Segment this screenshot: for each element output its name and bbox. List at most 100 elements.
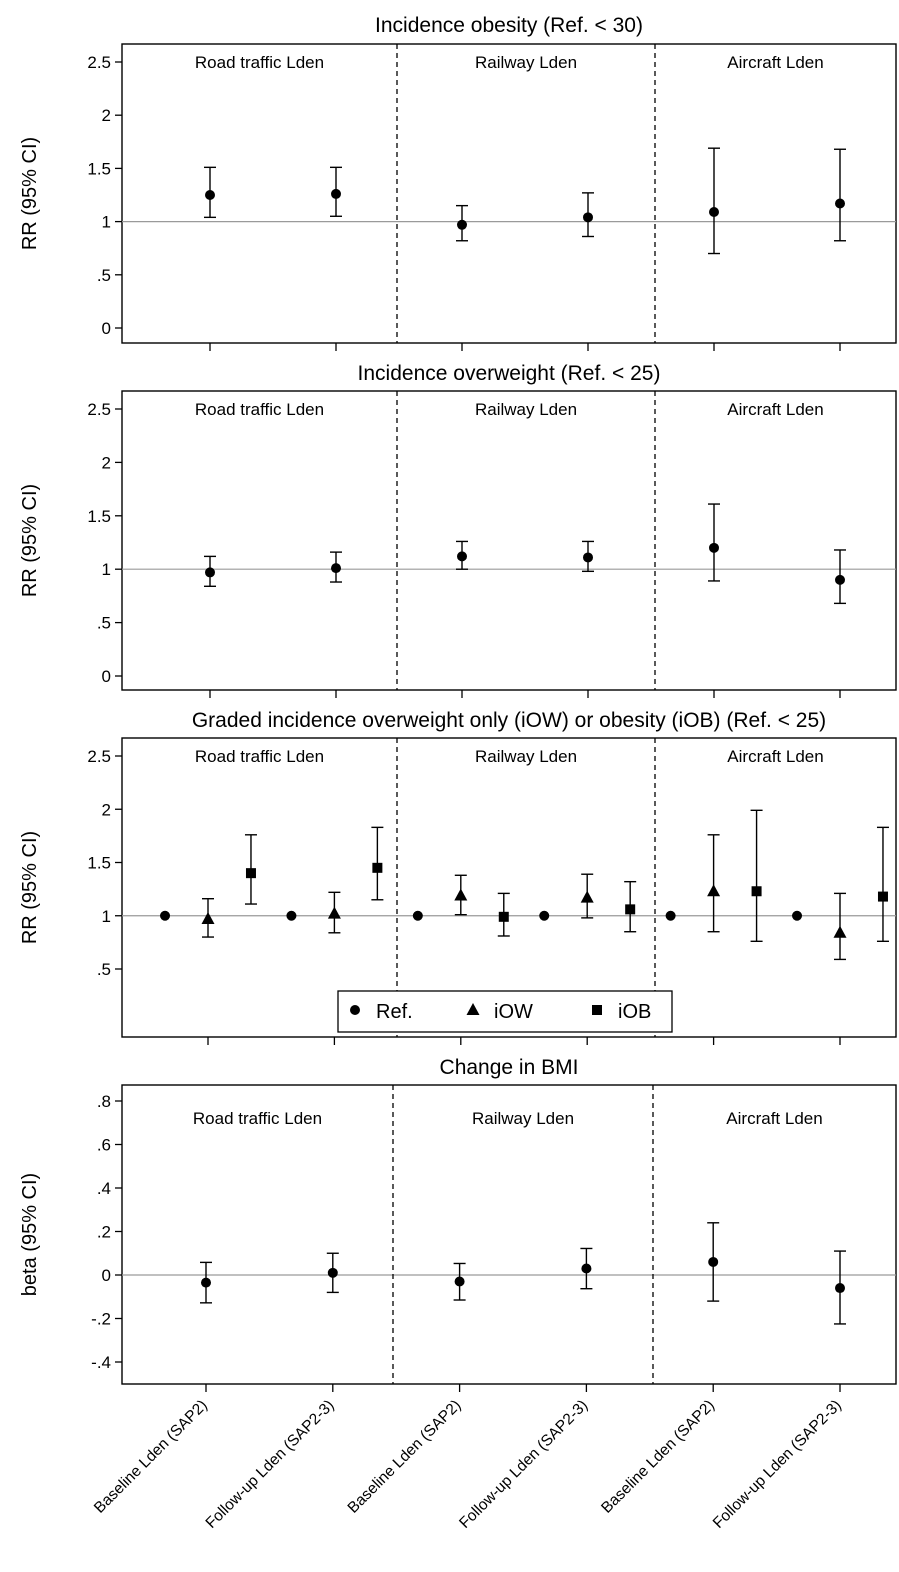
legend-label: iOB bbox=[618, 1001, 651, 1023]
data-point bbox=[412, 910, 423, 921]
data-point bbox=[581, 1263, 592, 1274]
y-tick-label: 1 bbox=[102, 213, 111, 232]
plot-frame bbox=[121, 1084, 897, 1385]
data-point bbox=[709, 207, 719, 218]
y-tick-label: 1.5 bbox=[87, 507, 111, 526]
data-point bbox=[205, 190, 215, 200]
legend-label: Ref. bbox=[376, 1001, 413, 1023]
panel-title: Change in BMI bbox=[440, 1056, 579, 1079]
y-tick-label: 2 bbox=[102, 453, 111, 472]
data-point bbox=[625, 904, 636, 915]
plot-frame bbox=[121, 390, 897, 691]
y-tick-label: 1 bbox=[102, 560, 111, 579]
group-label: Road traffic Lden bbox=[195, 53, 324, 72]
group-label: Railway Lden bbox=[472, 1109, 574, 1128]
y-tick-label: .5 bbox=[97, 266, 111, 285]
y-tick-label: 1 bbox=[102, 907, 111, 926]
legend-label: iOW bbox=[494, 1001, 533, 1023]
group-label: Aircraft Lden bbox=[726, 1109, 822, 1128]
y-tick-label: .5 bbox=[97, 960, 111, 979]
legend-marker bbox=[466, 1003, 480, 1015]
y-tick-label: 2.5 bbox=[87, 400, 111, 419]
y-tick-label: 0 bbox=[102, 1266, 111, 1285]
y-tick-label: .2 bbox=[97, 1223, 111, 1242]
panel-title: Incidence obesity (Ref. < 30) bbox=[375, 14, 643, 37]
legend-box bbox=[337, 990, 673, 1033]
group-label: Railway Lden bbox=[475, 400, 577, 419]
y-tick-label: 2 bbox=[102, 106, 111, 125]
plot-frame bbox=[121, 737, 897, 1038]
y-axis-label: RR (95% CI) bbox=[19, 137, 41, 250]
data-point bbox=[457, 219, 467, 230]
y-tick-label: .5 bbox=[97, 614, 111, 633]
data-point bbox=[327, 906, 341, 919]
data-point bbox=[331, 188, 341, 199]
panel-title: Graded incidence overweight only (iOW) o… bbox=[192, 709, 826, 732]
data-point bbox=[498, 911, 509, 922]
y-tick-label: -.2 bbox=[91, 1310, 111, 1329]
panel-3: Graded incidence overweight only (iOW) o… bbox=[19, 709, 897, 1045]
data-point bbox=[245, 868, 256, 879]
y-axis-label: beta (95% CI) bbox=[19, 1173, 41, 1296]
group-label: Aircraft Lden bbox=[727, 53, 823, 72]
y-axis-label: RR (95% CI) bbox=[19, 484, 41, 597]
data-point bbox=[877, 891, 888, 902]
data-point bbox=[709, 542, 719, 553]
data-point bbox=[665, 910, 676, 921]
data-point bbox=[454, 888, 468, 901]
data-point bbox=[201, 1277, 211, 1288]
y-tick-label: 2.5 bbox=[87, 53, 111, 72]
data-point bbox=[372, 862, 383, 873]
y-tick-label: .8 bbox=[97, 1092, 111, 1111]
group-label: Aircraft Lden bbox=[727, 747, 823, 766]
y-tick-label: .6 bbox=[97, 1136, 111, 1155]
data-point bbox=[327, 1267, 338, 1278]
x-category-label: Baseline Lden (SAP2) bbox=[345, 1397, 465, 1517]
data-point bbox=[580, 890, 594, 903]
group-label: Road traffic Lden bbox=[195, 400, 324, 419]
y-axis-label: RR (95% CI) bbox=[19, 831, 41, 944]
x-category-label: Follow-up Lden (SAP2-3) bbox=[456, 1397, 591, 1532]
group-label: Railway Lden bbox=[475, 747, 577, 766]
panel-1: Incidence obesity (Ref. < 30) RR (95% CI)… bbox=[19, 14, 897, 351]
data-point bbox=[792, 910, 803, 921]
y-tick-label: 2 bbox=[102, 800, 111, 819]
panel-title: Incidence overweight (Ref. < 25) bbox=[358, 362, 661, 385]
y-tick-label: .4 bbox=[97, 1179, 111, 1198]
plot-frame bbox=[121, 43, 897, 344]
x-category-label: Follow-up Lden (SAP2-3) bbox=[203, 1397, 338, 1532]
data-point bbox=[539, 910, 550, 921]
y-tick-label: 0 bbox=[102, 667, 111, 686]
y-tick-label: 2.5 bbox=[87, 747, 111, 766]
legend-marker bbox=[592, 1005, 602, 1015]
legend: Ref. iOW iOB bbox=[337, 990, 673, 1033]
panel-2: Incidence overweight (Ref. < 25) RR (95% … bbox=[19, 362, 897, 698]
group-label: Road traffic Lden bbox=[195, 747, 324, 766]
data-point bbox=[331, 563, 341, 574]
data-point bbox=[751, 886, 762, 897]
data-point bbox=[205, 567, 215, 578]
data-point bbox=[454, 1276, 465, 1287]
legend-marker bbox=[350, 1005, 360, 1015]
data-point bbox=[707, 884, 721, 897]
y-tick-label: -.4 bbox=[91, 1353, 111, 1372]
data-point bbox=[835, 198, 845, 209]
data-point bbox=[708, 1256, 719, 1267]
panel-4: Change in BMI beta (95% CI) -.4 -.2 0 .2 .4 .6.… bbox=[19, 1056, 897, 1532]
data-point bbox=[201, 911, 215, 924]
data-point bbox=[457, 551, 467, 562]
data-point bbox=[286, 910, 297, 921]
x-category-label: Follow-up Lden (SAP2-3) bbox=[710, 1397, 845, 1532]
data-point bbox=[835, 574, 845, 585]
data-point bbox=[583, 552, 593, 563]
data-point bbox=[160, 910, 171, 921]
data-point bbox=[833, 925, 847, 938]
x-category-label: Baseline Lden (SAP2) bbox=[91, 1397, 211, 1517]
group-label: Aircraft Lden bbox=[727, 400, 823, 419]
y-tick-label: 1.5 bbox=[87, 159, 111, 178]
y-tick-label: 1.5 bbox=[87, 854, 111, 873]
x-category-label: Baseline Lden (SAP2) bbox=[598, 1397, 718, 1517]
data-point bbox=[835, 1283, 845, 1294]
data-point bbox=[583, 212, 593, 223]
